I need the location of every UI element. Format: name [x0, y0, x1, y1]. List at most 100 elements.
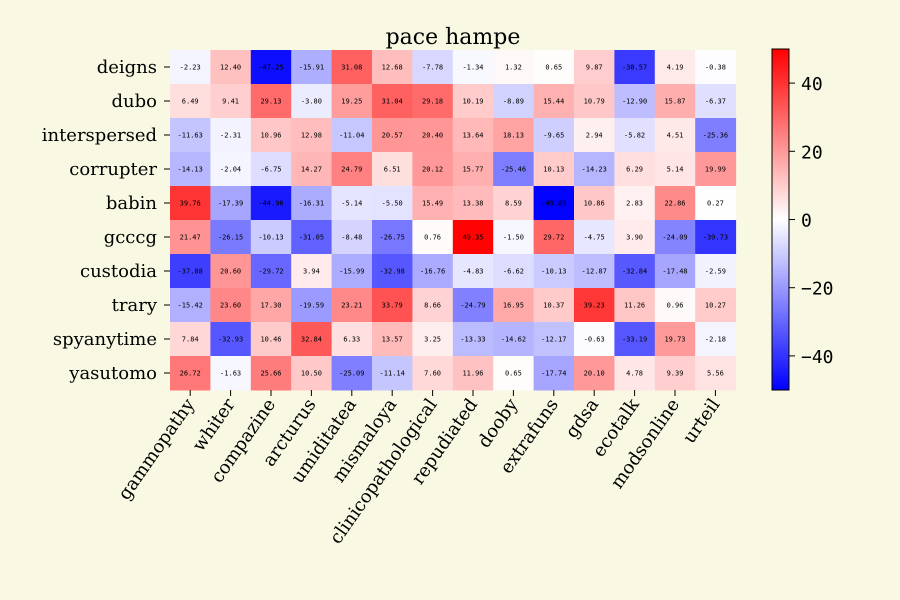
heatmap-cell: [452, 50, 494, 85]
cell-value-label: 10.37: [543, 302, 564, 310]
column-label: gdsa: [561, 395, 603, 442]
colorbar-gradient: [771, 48, 790, 391]
heatmap-cell: [170, 186, 211, 221]
cell-value-label: -16.31: [299, 200, 324, 208]
cell-value-label: 16.95: [503, 302, 524, 310]
cell-value-label: -17.74: [541, 370, 566, 378]
heatmap-cell: [695, 84, 737, 119]
cell-value-label: 14.27: [301, 166, 322, 174]
cell-value-label: -12.87: [582, 268, 607, 276]
colorbar-tick-label: −40: [801, 347, 834, 368]
heatmap-cell: [412, 186, 454, 221]
cell-value-label: 10.46: [260, 336, 281, 344]
cell-value-label: 5.14: [667, 166, 684, 174]
heatmap-cell: [574, 288, 615, 323]
cell-value-label: 25.66: [260, 370, 281, 378]
row-label: deigns: [97, 57, 157, 78]
heatmap-cell: [654, 84, 696, 119]
column-label: urteil: [679, 395, 725, 448]
heatmap-cell: [614, 220, 656, 255]
heatmap-cell: [412, 220, 454, 255]
colorbar-tick-label: −20: [801, 279, 834, 300]
cell-value-label: -2.23: [180, 64, 201, 72]
cell-value-label: 12.68: [382, 64, 403, 72]
heatmap-cell: [412, 322, 454, 357]
heatmap-cell: [452, 220, 494, 255]
heatmap-cell: [574, 152, 615, 187]
heatmap-cell: [331, 118, 373, 153]
heatmap-cell: [493, 322, 535, 357]
cell-value-label: 10.96: [260, 132, 281, 140]
cell-value-label: -11.63: [178, 132, 203, 140]
heatmap-cell: [533, 84, 575, 119]
heatmap-cell: [654, 50, 696, 85]
cell-value-label: 3.94: [303, 268, 320, 276]
heatmap-cell: [331, 50, 373, 85]
heatmap-cell: [372, 356, 413, 391]
cell-value-label: 10.50: [301, 370, 322, 378]
heatmap-cell: [493, 50, 535, 85]
cell-value-label: -26.75: [380, 234, 405, 242]
heatmap-cell: [695, 118, 737, 153]
colorbar-tick-label: 0: [801, 211, 812, 232]
cell-value-label: 33.79: [382, 302, 403, 310]
cell-value-label: 49.35: [462, 234, 483, 242]
heatmap-cell: [372, 50, 413, 85]
heatmap-cell: [574, 186, 615, 221]
heatmap-cell: [372, 220, 413, 255]
cell-value-label: 13.57: [382, 336, 403, 344]
heatmap-cell: [493, 152, 535, 187]
cell-value-label: -3.80: [301, 98, 322, 106]
cell-value-label: 15.44: [543, 98, 564, 106]
cell-value-label: 13.38: [462, 200, 483, 208]
row-label: yasutomo: [68, 363, 157, 384]
heatmap-cell: [372, 288, 413, 323]
colorbar-tick-label: 40: [801, 74, 823, 95]
cell-value-label: 4.19: [667, 64, 684, 72]
cell-value-label: 21.47: [180, 234, 201, 242]
cell-value-label: -11.04: [339, 132, 364, 140]
heatmap-cell: [452, 288, 494, 323]
cell-value-label: 26.72: [180, 370, 201, 378]
chart-title: pace hampe: [386, 25, 521, 50]
cell-value-label: -10.13: [541, 268, 566, 276]
cell-value-label: 24.79: [341, 166, 362, 174]
heatmap-cell: [614, 322, 656, 357]
heatmap-cell: [372, 152, 413, 187]
heatmap-cell: [170, 50, 211, 85]
cell-value-label: 8.66: [424, 302, 441, 310]
cell-value-label: 20.12: [422, 166, 443, 174]
cell-value-label: 6.49: [182, 98, 199, 106]
heatmap-cell: [250, 288, 292, 323]
cell-value-label: -7.78: [422, 64, 443, 72]
heatmap-cell: [614, 50, 656, 85]
heatmap-cell: [533, 220, 575, 255]
cell-value-label: 19.99: [705, 166, 726, 174]
heatmap-cell: [372, 84, 413, 119]
cell-value-label: 7.60: [424, 370, 441, 378]
cell-value-label: 10.13: [543, 166, 564, 174]
cell-value-label: 9.87: [586, 64, 603, 72]
cell-value-label: -10.13: [258, 234, 283, 242]
heatmap-cell: [412, 254, 454, 289]
heatmap-cell: [695, 152, 737, 187]
heatmap-cell: [250, 322, 292, 357]
cell-value-label: 3.25: [424, 336, 441, 344]
heatmap-cell: [170, 118, 211, 153]
heatmap-cell: [533, 186, 575, 221]
heatmap-cell: [250, 50, 292, 85]
heatmap-cell: [331, 152, 373, 187]
heatmap-cell: [291, 220, 333, 255]
heatmap-cell: [412, 84, 454, 119]
cell-value-label: -1.63: [220, 370, 241, 378]
cell-value-label: -14.23: [582, 166, 607, 174]
cell-value-label: 12.98: [301, 132, 322, 140]
heatmap-cell: [372, 322, 413, 357]
heatmap-cell: [372, 254, 413, 289]
cell-value-label: 19.25: [341, 98, 362, 106]
cell-value-label: -17.39: [218, 200, 243, 208]
cell-value-label: 10.86: [584, 200, 605, 208]
heatmap-cell: [250, 356, 292, 391]
cell-value-label: 20.40: [422, 132, 443, 140]
